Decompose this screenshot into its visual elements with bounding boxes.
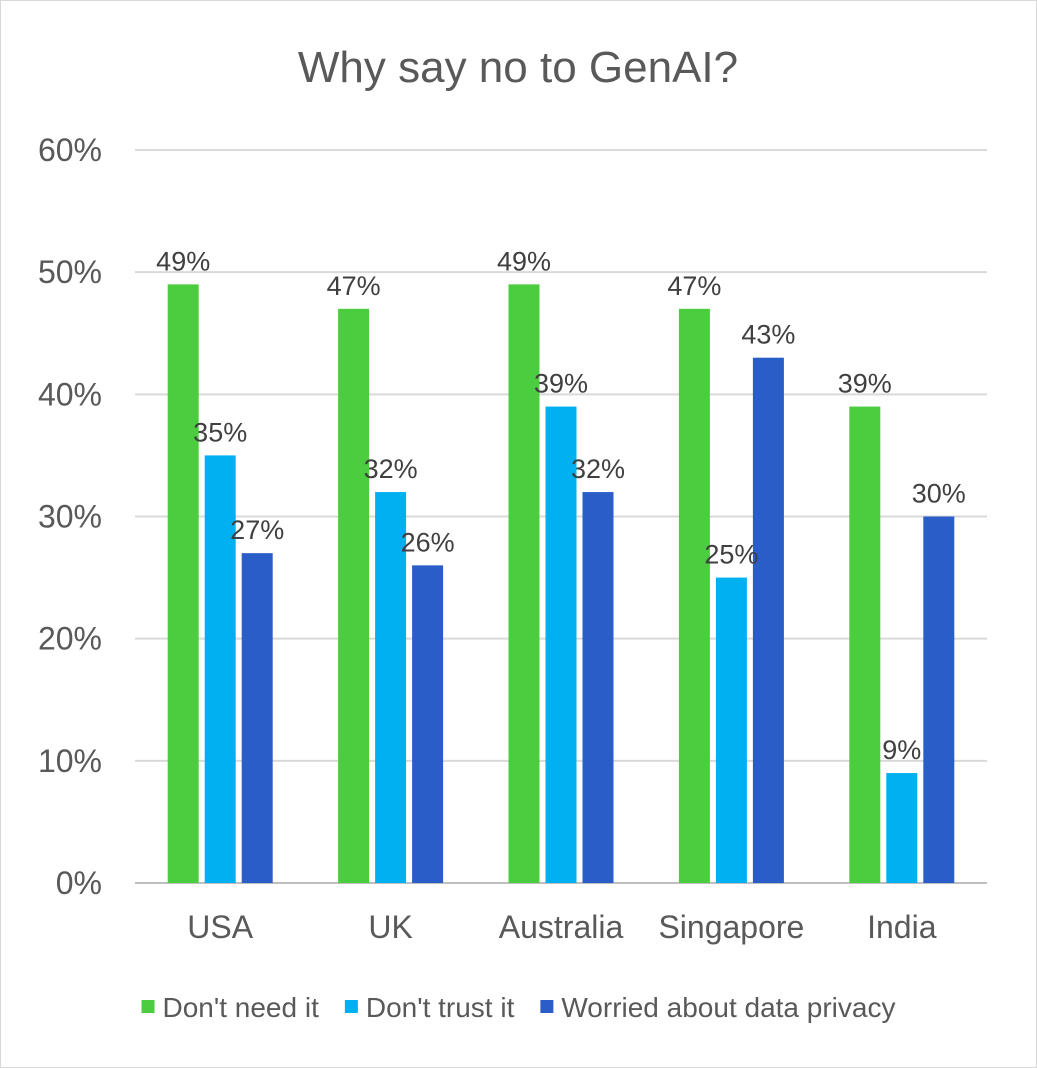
y-tick-label: 50% <box>38 254 102 290</box>
legend: Don't need it Don't trust it Worried about… <box>141 992 895 1023</box>
y-tick-label: 10% <box>38 743 102 779</box>
x-category-label: USA <box>187 909 253 945</box>
bar-uk-series-3 <box>412 565 444 883</box>
data-label: 49% <box>156 246 210 276</box>
data-label: 9% <box>882 735 921 765</box>
bars <box>167 284 955 884</box>
data-label: 32% <box>571 454 625 484</box>
legend-swatch <box>540 1000 554 1013</box>
data-label: 35% <box>193 417 247 447</box>
x-category-label: Australia <box>499 909 624 945</box>
data-label: 27% <box>230 515 284 545</box>
data-label: 32% <box>364 454 418 484</box>
x-category-label: India <box>867 909 937 945</box>
legend-label: Don't need it <box>163 992 320 1023</box>
y-tick-label: 40% <box>38 376 102 412</box>
legend-swatch <box>344 1000 358 1013</box>
bar-uk-series-1 <box>338 308 370 884</box>
bar-australia-series-3 <box>582 492 614 883</box>
x-axis: USA UK Australia Singapore India <box>187 909 936 945</box>
bar-singapore-series-1 <box>678 308 710 884</box>
legend-swatch <box>141 1000 155 1013</box>
legend-label: Don't trust it <box>366 992 515 1023</box>
bar-australia-series-2 <box>545 406 577 883</box>
data-label: 47% <box>327 271 381 301</box>
y-tick-label: 60% <box>38 132 102 168</box>
bar-singapore-series-2 <box>715 577 747 883</box>
bar-india-series-1 <box>849 406 881 883</box>
bar-usa-series-2 <box>204 455 236 883</box>
data-label: 26% <box>401 527 455 557</box>
legend-label: Worried about data privacy <box>561 992 895 1023</box>
y-tick-label: 0% <box>56 865 102 901</box>
data-label: 47% <box>667 271 721 301</box>
bar-australia-series-1 <box>508 284 540 884</box>
y-axis: 0% 10% 20% 30% 40% 50% 60% <box>38 132 102 901</box>
data-labels: 49% 35% 27% 47% 32% 26% 49% 39% 32% 47% 25% 43% 39% 9… <box>156 246 966 765</box>
y-tick-label: 30% <box>38 499 102 535</box>
x-category-label: Singapore <box>658 909 804 945</box>
bar-singapore-series-3 <box>752 357 784 883</box>
bar-usa-series-3 <box>241 553 273 883</box>
bar-india-series-2 <box>886 773 918 883</box>
legend-item: Worried about data privacy <box>540 992 895 1023</box>
gridlines <box>135 149 987 884</box>
data-label: 39% <box>534 369 588 399</box>
y-tick-label: 20% <box>38 621 102 657</box>
x-category-label: UK <box>368 909 412 945</box>
data-label: 30% <box>912 479 966 509</box>
data-label: 43% <box>741 320 795 350</box>
bar-usa-series-1 <box>167 284 199 884</box>
data-label: 25% <box>704 540 758 570</box>
data-label: 49% <box>497 246 551 276</box>
legend-item: Don't need it <box>141 992 320 1023</box>
legend-item: Don't trust it <box>344 992 515 1023</box>
bar-india-series-3 <box>923 516 955 883</box>
chart-title: Why say no to GenAI? <box>298 43 738 92</box>
bar-uk-series-2 <box>375 492 407 883</box>
data-label: 39% <box>838 369 892 399</box>
